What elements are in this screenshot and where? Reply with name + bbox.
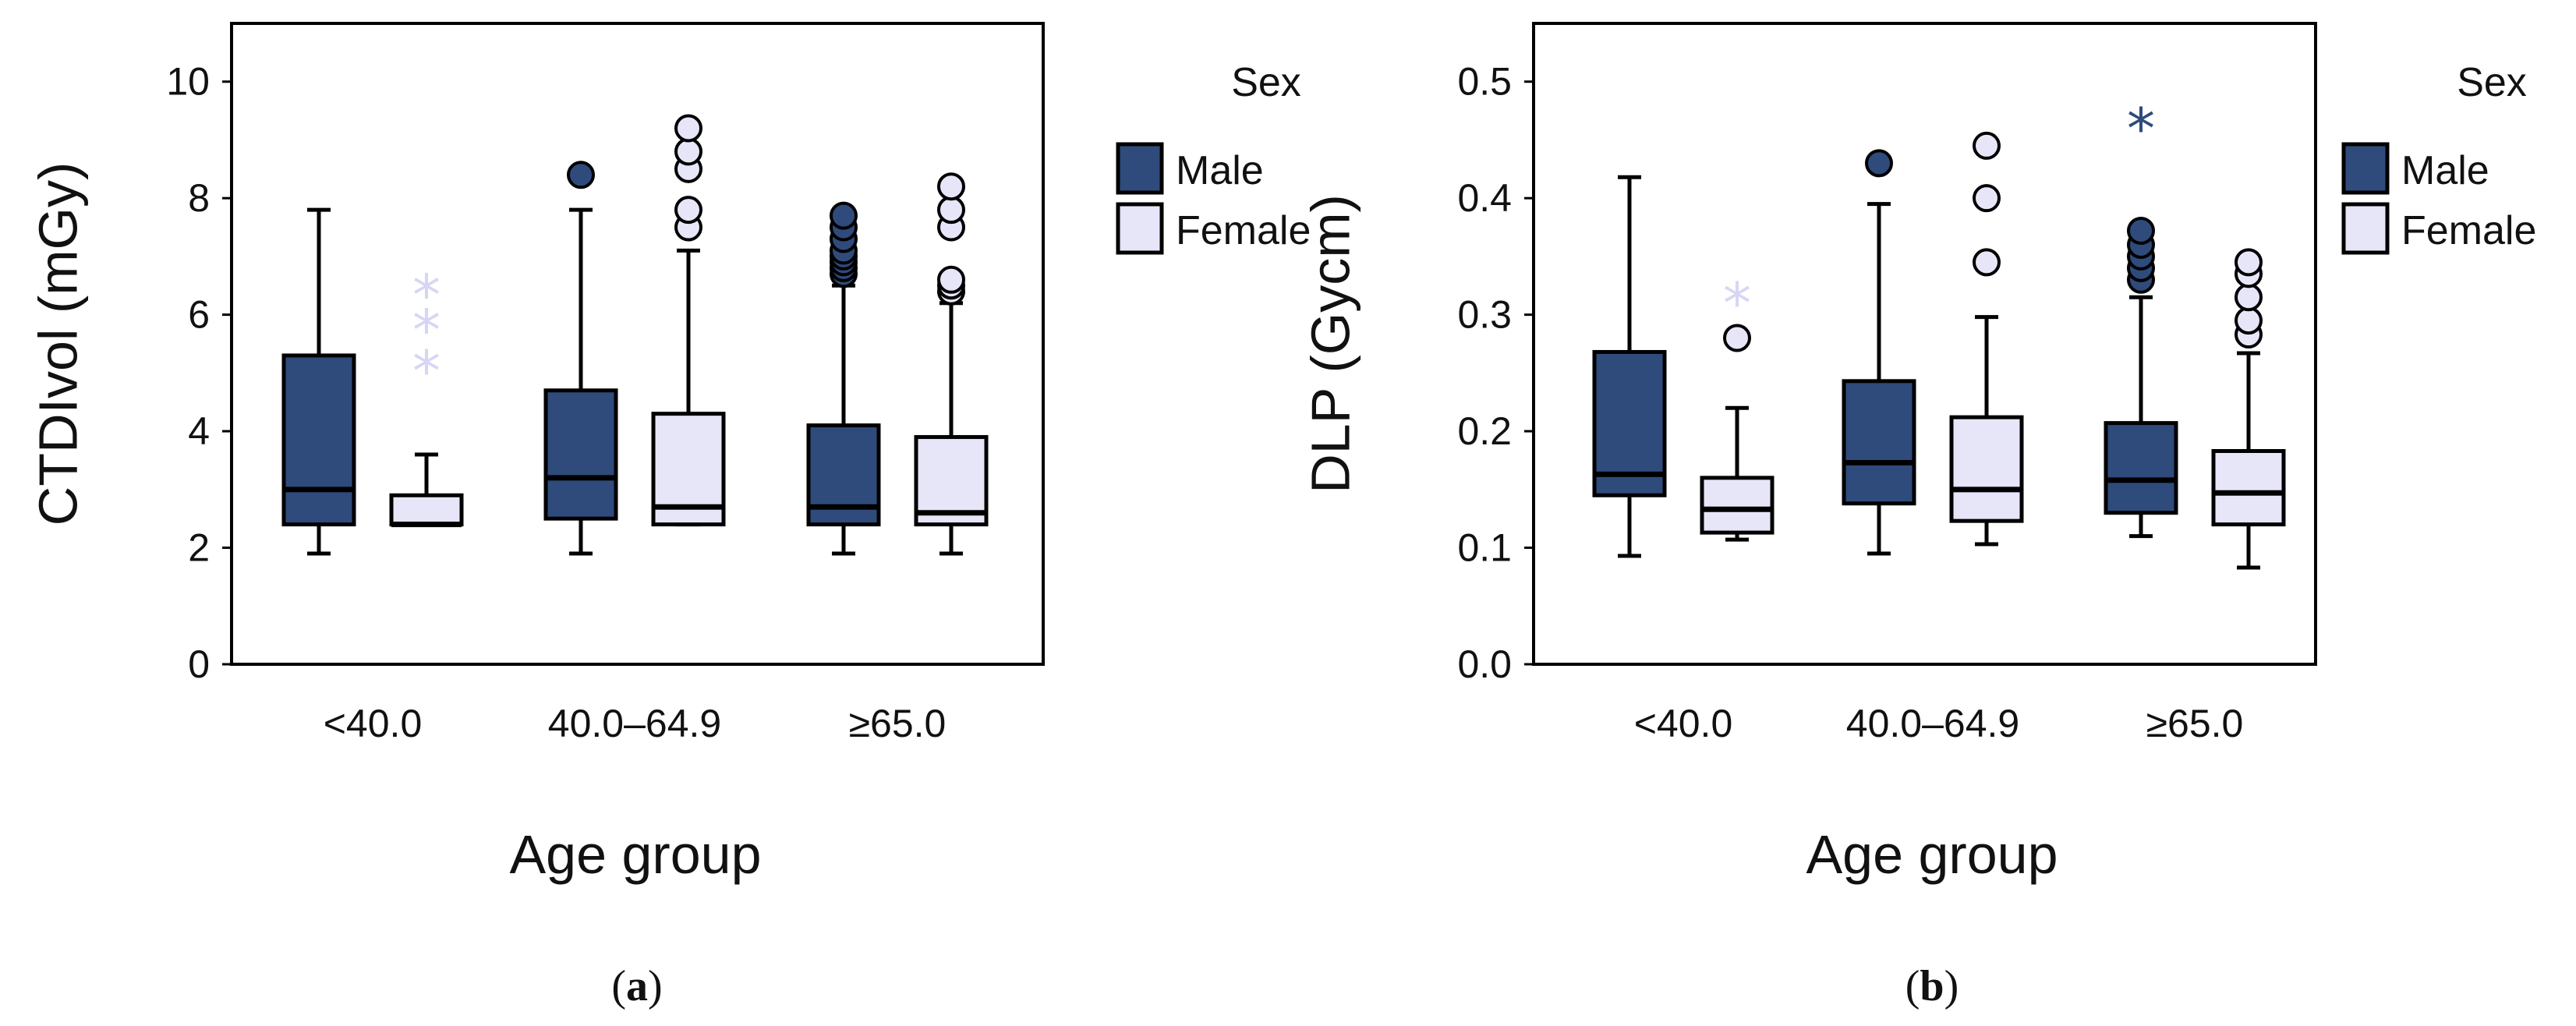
panel-label: (a) [611,962,662,1010]
box-iqr [2211,448,2286,527]
outlier-point [1865,149,1893,178]
extreme-point: * [1723,271,1751,336]
box-male [1842,149,1916,556]
x-tick-label: 40.0–64.9 [1846,702,2019,745]
outlier-point [674,196,702,225]
y-tick-label: 0.0 [1457,642,1512,686]
x-tick-label: <40.0 [324,702,423,745]
legend-swatch-female [2341,202,2390,255]
box-male [1592,175,1667,558]
outlier-point [830,201,858,230]
box-female: *** [389,263,464,528]
x-axis-label: Age group [1806,824,2058,885]
x-tick-label: 40.0–64.9 [548,702,721,745]
legend-label-female: Female [2401,208,2536,253]
extreme-point: * [2127,96,2155,161]
x-axis-label: Age group [509,824,761,885]
panel-a: 0 2 4 6 8 10 <40.0 40.0–64.9 ≥65.0 CTDIvol (mGy) A… [27,22,1311,1010]
outlier-point [937,196,965,225]
box-iqr [1842,379,1916,506]
extreme-point: * [412,298,441,363]
y-tick-label: 0.3 [1457,293,1512,337]
legend-title: Sex [2457,60,2527,105]
legend-swatch-male [2341,142,2390,195]
box-iqr [281,353,356,527]
y-tick-label: 0 [188,642,210,686]
y-tick-label: 6 [188,293,210,337]
legend-swatch-male [1116,142,1164,195]
box-iqr [389,493,464,527]
box-male [281,207,356,556]
box-iqr [543,388,618,521]
y-tick-label: 2 [188,526,210,570]
outlier-point [567,161,595,189]
box-iqr [2104,421,2178,515]
legend-title: Sex [1231,60,1301,105]
x-tick-label: ≥65.0 [2146,702,2244,745]
y-tick-label: 0.5 [1457,60,1512,104]
y-tick-label: 10 [166,60,210,104]
legend-swatch-female [1116,202,1164,255]
outlier-point [1973,131,2001,160]
box-male [543,161,618,556]
y-axis-label: CTDIvol (mGy) [27,162,88,526]
panel-label: (b) [1905,962,1959,1010]
outlier-point [2235,248,2263,277]
y-tick-label: 0.1 [1457,526,1512,570]
box-female [1949,131,2024,547]
x-tick-label: <40.0 [1634,702,1733,745]
legend: Sex Male Female [2341,60,2536,255]
y-tick-label: 0.4 [1457,176,1512,220]
box-female [2211,248,2286,570]
box-iqr [914,435,989,527]
y-tick-label: 8 [188,176,210,220]
y-tick-label: 0.2 [1457,409,1512,453]
outlier-point [2235,283,2263,312]
box-male: * [2104,96,2178,539]
plot-frame [230,22,1045,666]
legend-label-male: Male [1176,148,1264,193]
box-iqr [1949,415,2024,523]
extreme-point: * [412,338,441,404]
box-female: * [1700,271,1775,542]
legend-label-male: Male [2401,148,2489,193]
legend: Sex Male Female [1116,60,1311,255]
plot-frame [1532,22,2317,666]
box-female [914,172,989,556]
outlier-point [937,265,965,294]
outlier-point [937,172,965,201]
y-tick-label: 4 [188,409,210,453]
outlier-point [1973,248,2001,277]
box-iqr [1700,476,1775,535]
box-female [651,114,726,527]
y-axis-label: DLP (Gycm) [1300,194,1361,494]
outlier-point [1973,184,2001,213]
outlier-point [674,114,702,143]
outlier-point [674,137,702,166]
outlier-point [2235,306,2263,335]
outlier-point [2127,217,2155,246]
box-male [806,201,881,556]
x-tick-label: ≥65.0 [849,702,947,745]
box-iqr [1592,349,1667,497]
legend-label-female: Female [1176,208,1311,253]
panel-b: 0.0 0.1 0.2 0.3 0.4 0.5 <40.0 40.0–64.9 ≥65.0 DLP… [1300,22,2536,1010]
extreme-point: * [412,263,441,328]
outlier-point [1723,324,1751,352]
